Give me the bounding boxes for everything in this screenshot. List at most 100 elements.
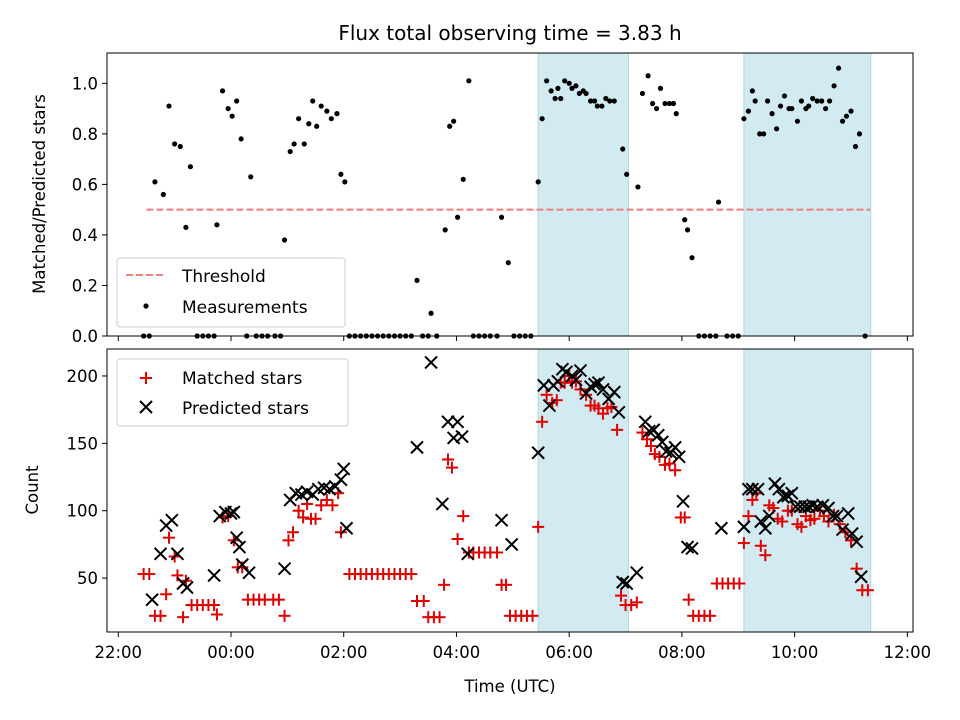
matched-point — [704, 609, 717, 622]
measurement-point — [657, 85, 664, 91]
matched-point — [326, 499, 339, 512]
measurement-point — [555, 85, 561, 91]
predicted-point — [339, 521, 354, 535]
predicted-point-b — [145, 592, 159, 607]
measurement-point — [798, 98, 805, 104]
measurement-point — [238, 136, 244, 142]
predicted-point — [569, 373, 583, 387]
predicted-point — [826, 509, 840, 523]
predicted-point — [841, 506, 855, 521]
predicted-point-b — [785, 486, 799, 500]
predicted-point — [410, 440, 424, 455]
predicted-point-b — [227, 505, 241, 519]
predicted-point-b — [300, 485, 314, 499]
measurement-point — [852, 143, 859, 150]
y-tick-label: 0.0 — [72, 327, 98, 346]
y-tick-label: 200 — [67, 367, 99, 386]
y-tick-label: 0.2 — [72, 276, 98, 295]
predicted-point-b — [758, 521, 773, 535]
measurement-point — [583, 90, 589, 97]
y-tick-label: 0.4 — [72, 226, 98, 245]
predicted-point-b — [619, 576, 634, 591]
ratio-legend: Threshold Measurements — [116, 257, 346, 328]
measurement-point — [498, 214, 505, 220]
x-tick-label: 00:00 — [207, 643, 255, 662]
measurement-point — [539, 116, 545, 122]
matched-point — [287, 526, 299, 539]
measurement-point — [214, 222, 220, 228]
legend-predicted-swatch — [139, 400, 153, 414]
measurement-point — [836, 65, 842, 71]
measurement-point — [794, 118, 801, 124]
predicted-point-b — [289, 486, 303, 500]
highlight-spans — [537, 52, 872, 337]
measurement-point — [819, 98, 825, 104]
measurement-point — [281, 237, 288, 243]
highlight-span-1 — [743, 52, 872, 337]
measurement-point — [856, 131, 863, 137]
measurement-point — [460, 176, 466, 182]
count-panel: 50 100 150 200 22:00 00:00 02:00 04:00 06:00 08:… — [23, 348, 931, 696]
predicted-point-b — [826, 509, 840, 523]
matched-point — [292, 504, 305, 517]
predicted-point-b — [170, 547, 185, 561]
measurement-point — [447, 123, 453, 129]
predicted-point — [612, 405, 626, 420]
ratio-y-axis: 0.0 0.2 0.4 0.6 0.8 1.0 — [72, 74, 107, 346]
legend-threshold-label: Threshold — [181, 267, 266, 287]
predicted-point-b — [762, 509, 776, 523]
measurement-point — [187, 164, 194, 170]
predicted-point-b — [504, 537, 519, 552]
predicted-points — [145, 355, 868, 607]
x-tick-label: 04:00 — [433, 643, 481, 662]
predicted-point-b — [630, 565, 644, 580]
predicted-point-b — [854, 570, 868, 584]
predicted-point-b — [441, 415, 455, 429]
measurement-point — [310, 98, 316, 104]
predicted-point-b — [745, 482, 760, 496]
predicted-point-b — [165, 513, 179, 527]
predicted-point-b — [573, 363, 588, 378]
measurement-point — [183, 224, 189, 230]
predicted-point — [213, 509, 227, 523]
predicted-point-b — [751, 482, 765, 496]
predicted-point — [616, 575, 630, 589]
predicted-point — [668, 440, 682, 455]
matched-point — [759, 549, 772, 562]
predicted-point — [145, 592, 159, 607]
count-axes-frame — [106, 348, 914, 633]
predicted-point — [758, 521, 773, 535]
measurement-point — [576, 90, 582, 97]
measurement-point — [306, 121, 312, 127]
measurement-point — [535, 179, 541, 185]
measurement-point — [177, 143, 183, 150]
matched-point — [163, 531, 175, 544]
matched-point — [532, 520, 545, 533]
measurement-point — [757, 131, 763, 137]
predicted-point-b — [741, 482, 756, 496]
matched-point — [663, 457, 676, 470]
predicted-point-b — [461, 547, 475, 561]
matched-point — [540, 388, 553, 401]
measurement-point — [594, 103, 600, 109]
predicted-point — [170, 547, 185, 561]
predicted-point-b — [776, 490, 791, 504]
count-y-axis: 50 100 150 200 — [67, 367, 107, 588]
measurement-point — [544, 78, 550, 84]
matched-point — [210, 608, 223, 621]
predicted-point-b — [277, 561, 292, 576]
predicted-point-b — [446, 431, 461, 445]
predicted-point — [224, 506, 238, 521]
predicted-point — [685, 541, 699, 556]
predicted-point — [591, 375, 606, 390]
predicted-point — [845, 526, 859, 541]
measurement-point — [650, 100, 656, 107]
predicted-point-b — [213, 509, 227, 523]
measurement-point — [764, 98, 771, 104]
measurement-point — [566, 80, 572, 86]
predicted-point-b — [668, 440, 682, 455]
predicted-point-b — [334, 473, 348, 487]
predicted-point — [450, 415, 465, 429]
predicted-point — [619, 576, 634, 591]
predicted-point-b — [587, 377, 602, 391]
